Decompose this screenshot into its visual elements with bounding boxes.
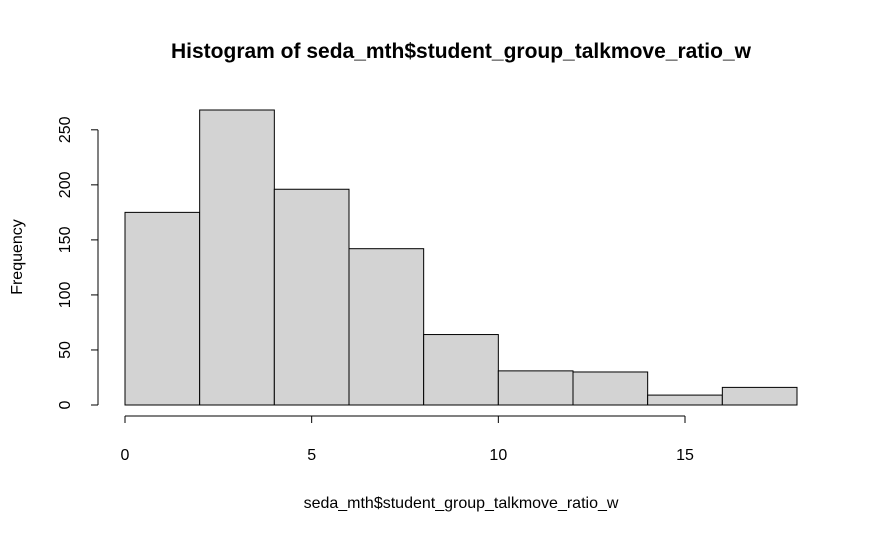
- histogram-bar-2: [273, 188, 350, 406]
- chart-title: Histogram of seda_mth$student_group_talk…: [171, 40, 752, 63]
- x-axis: 0 5 10 15: [121, 415, 694, 464]
- histogram-bar-6: [572, 371, 649, 406]
- bars-group: [124, 109, 798, 406]
- y-axis-label: Frequency: [9, 219, 26, 295]
- histogram-bar-4: [423, 334, 499, 406]
- histogram-bar-8: [721, 386, 798, 406]
- y-tick-label-5: 250: [57, 116, 74, 143]
- histogram-bar-3: [348, 248, 425, 406]
- y-tick-label-3: 150: [57, 226, 74, 253]
- x-tick-label-0: 0: [121, 447, 130, 464]
- y-tick-label-4: 200: [57, 171, 74, 198]
- x-tick-label-2: 10: [489, 447, 507, 464]
- x-tick-label-3: 15: [676, 447, 694, 464]
- histogram-bar-5: [497, 370, 574, 406]
- y-tick-label-2: 100: [57, 281, 74, 308]
- x-tick-label-1: 5: [307, 447, 316, 464]
- y-axis: 0 50 100 150 200 250: [57, 116, 99, 409]
- histogram-bar-1: [199, 109, 275, 406]
- x-axis-label: seda_mth$student_group_talkmove_ratio_w: [304, 495, 619, 512]
- y-tick-label-1: 50: [57, 341, 74, 359]
- y-tick-label-0: 0: [57, 400, 74, 409]
- histogram-bar-0: [124, 211, 201, 406]
- histogram-bar-7: [647, 394, 723, 406]
